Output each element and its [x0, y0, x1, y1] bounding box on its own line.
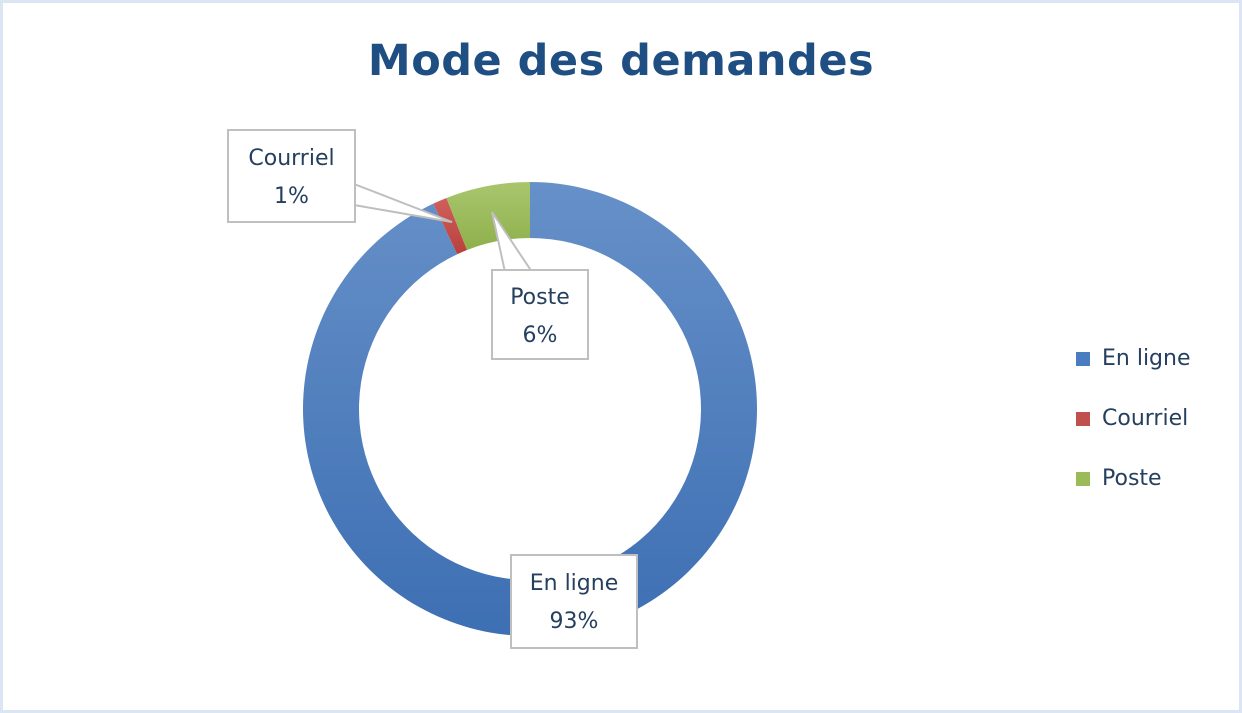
data-label-courriel: Courriel 1% [227, 129, 356, 223]
data-label-enligne: En ligne 93% [510, 554, 638, 649]
legend-swatch-enligne [1076, 352, 1090, 366]
legend-swatch-courriel [1076, 412, 1090, 426]
data-label-poste-value: 6% [522, 323, 558, 348]
doughnut-ring [302, 182, 757, 636]
legend-item-courriel: Courriel [1076, 388, 1191, 448]
legend-item-enligne: En ligne [1076, 328, 1191, 388]
slice-poste [446, 182, 530, 251]
legend-swatch-poste [1076, 472, 1090, 486]
data-label-courriel-name: Courriel [248, 146, 335, 171]
data-label-poste: Poste 6% [491, 269, 589, 360]
slice-courriel [433, 197, 468, 255]
chart-title: Mode des demandes [367, 36, 875, 86]
data-label-poste-name: Poste [510, 285, 570, 310]
legend-item-poste: Poste [1076, 448, 1191, 508]
legend-label-courriel: Courriel [1102, 405, 1189, 431]
legend-label-poste: Poste [1102, 465, 1162, 491]
legend: En ligne Courriel Poste [1076, 328, 1191, 508]
legend-label-enligne: En ligne [1102, 345, 1191, 371]
data-label-enligne-name: En ligne [529, 571, 619, 596]
data-label-courriel-value: 1% [274, 184, 309, 209]
data-label-enligne-value: 93% [549, 609, 599, 634]
